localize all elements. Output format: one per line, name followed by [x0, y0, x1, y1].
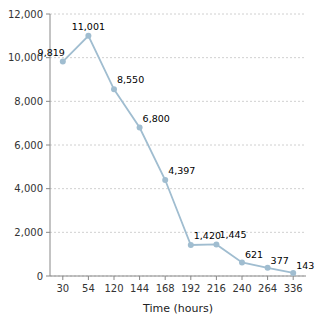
data-label: 1,445	[219, 229, 246, 240]
x-tick-label: 144	[130, 283, 149, 294]
x-tick-label: 192	[181, 283, 200, 294]
grid-line	[50, 232, 306, 233]
grid-line	[50, 188, 306, 189]
x-tick-label: 336	[284, 283, 303, 294]
data-label: 1,420	[194, 230, 221, 241]
data-label: 621	[245, 249, 263, 260]
point	[162, 177, 168, 183]
x-tick	[267, 276, 268, 280]
x-tick	[242, 276, 243, 280]
x-tick	[190, 276, 191, 280]
grid-line	[50, 101, 306, 102]
chart: 02,0004,0006,0008,00010,00012,0003054120…	[0, 0, 320, 320]
x-tick-label: 264	[258, 283, 277, 294]
point	[60, 59, 66, 65]
x-axis-label: Time (hours)	[142, 302, 213, 315]
grid-line	[50, 145, 306, 146]
point	[188, 242, 194, 248]
y-tick	[46, 188, 50, 189]
data-label: 11,001	[72, 21, 105, 32]
y-tick-label: 6,000	[14, 140, 43, 151]
x-tick-label: 240	[232, 283, 251, 294]
x-tick-label: 120	[104, 283, 123, 294]
x-tick	[114, 276, 115, 280]
line	[63, 36, 293, 273]
y-tick-label: 0	[37, 271, 43, 282]
y-tick-label: 8,000	[14, 96, 43, 107]
point	[137, 125, 143, 131]
y-tick	[46, 276, 50, 277]
y-tick	[46, 232, 50, 233]
x-axis	[50, 276, 306, 277]
point	[111, 86, 117, 92]
y-tick	[46, 14, 50, 15]
x-tick-label: 216	[207, 283, 226, 294]
x-tick	[165, 276, 166, 280]
y-tick	[46, 101, 50, 102]
x-tick-label: 54	[82, 283, 95, 294]
plot-area	[60, 33, 296, 276]
y-tick-label: 4,000	[14, 183, 43, 194]
data-label: 4,397	[168, 165, 195, 176]
y-tick-label: 12,000	[8, 9, 43, 20]
data-label: 8,550	[117, 74, 144, 85]
x-tick	[293, 276, 294, 280]
x-tick	[139, 276, 140, 280]
x-tick-label: 30	[56, 283, 69, 294]
x-tick	[216, 276, 217, 280]
x-tick	[88, 276, 89, 280]
y-tick	[46, 145, 50, 146]
grid-line	[50, 57, 306, 58]
data-label: 377	[271, 255, 289, 266]
y-tick-label: 2,000	[14, 227, 43, 238]
data-label: 143	[296, 260, 314, 271]
data-label: 6,800	[143, 113, 170, 124]
x-tick	[62, 276, 63, 280]
point	[85, 33, 91, 39]
data-label: 9,819	[38, 47, 65, 58]
grid-line	[50, 14, 306, 15]
x-tick-label: 168	[156, 283, 175, 294]
grid-line	[50, 276, 306, 277]
point	[213, 241, 219, 247]
